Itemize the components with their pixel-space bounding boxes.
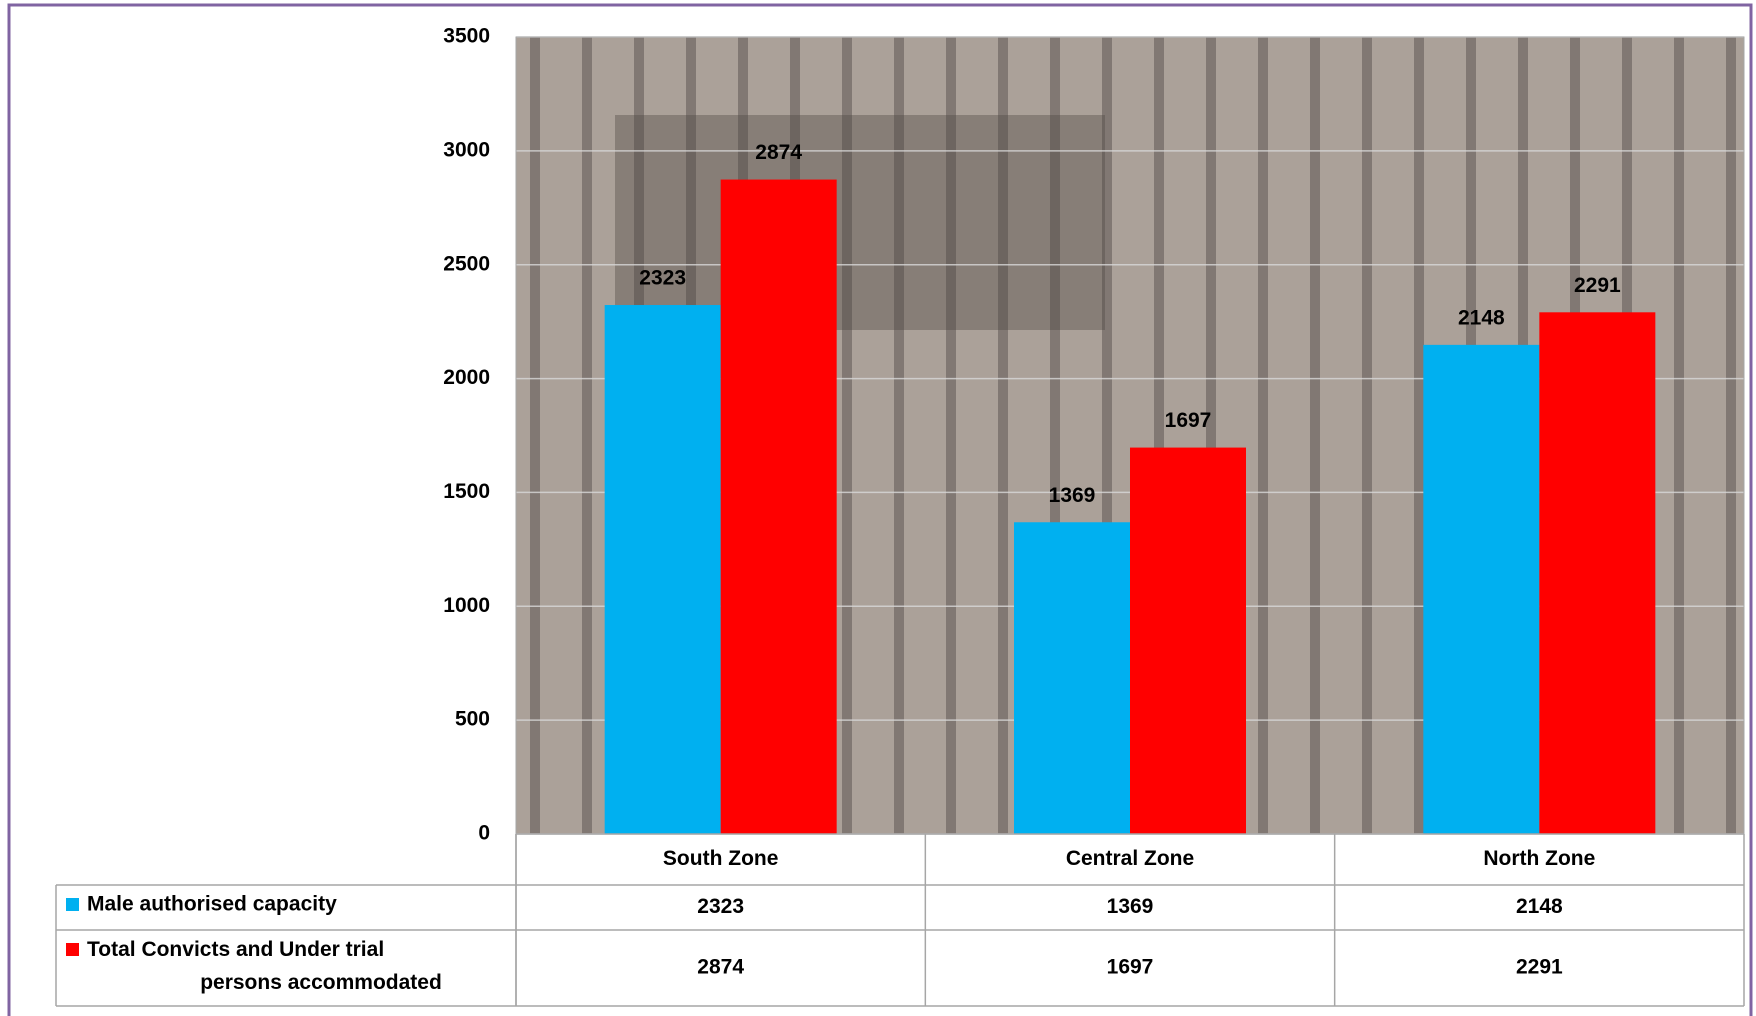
y-tick-label: 0 (478, 822, 490, 845)
photo-bar (842, 37, 852, 834)
photo-bar (1674, 37, 1684, 834)
table-value: 2874 (697, 956, 744, 979)
legend-line: persons accommodated (200, 971, 442, 994)
photo-bar (1206, 37, 1216, 834)
y-tick-label: 3000 (443, 138, 490, 161)
x-tick-label: South Zone (663, 847, 778, 870)
photo-bar (1310, 37, 1320, 834)
table-value: 2148 (1516, 895, 1563, 918)
photo-bar (1050, 37, 1060, 834)
photo-bar (1154, 37, 1164, 834)
photo-bar (998, 37, 1008, 834)
photo-bar (582, 37, 592, 834)
bar (1014, 522, 1130, 834)
bar (1130, 447, 1246, 834)
bar (1423, 344, 1540, 834)
y-tick-label: 1500 (443, 480, 490, 503)
legend-swatch (66, 943, 79, 956)
y-tick-label: 1000 (443, 594, 490, 617)
data-label: 2874 (755, 141, 802, 164)
data-label: 2323 (639, 267, 686, 290)
table-value: 1369 (1107, 895, 1154, 918)
data-label: 1369 (1049, 484, 1096, 507)
legend-label: Total Convicts and Under trial persons ac… (87, 938, 442, 994)
x-tick-label: Central Zone (1066, 847, 1194, 870)
photo-bar (530, 37, 540, 834)
photo-bar (1102, 37, 1112, 834)
data-label: 2148 (1458, 306, 1505, 329)
legend-swatch (66, 898, 79, 911)
photo-bar (1258, 37, 1268, 834)
data-label: 2291 (1574, 274, 1621, 297)
frame (7, 3, 1753, 1016)
photo-bar (894, 37, 904, 834)
photo-bar (946, 37, 956, 834)
y-tick-label: 2500 (443, 252, 490, 275)
photo-bar (1414, 37, 1424, 834)
y-tick-label: 3500 (443, 25, 490, 48)
y-tick-label: 500 (455, 708, 490, 731)
legend-line: Total Convicts and Under trial (87, 938, 384, 961)
x-tick-label: North Zone (1483, 847, 1595, 870)
photo-bar (1726, 37, 1736, 834)
table-value: 1697 (1107, 956, 1154, 979)
bar (604, 305, 721, 834)
photo-bar (1362, 37, 1372, 834)
data-label: 1697 (1165, 409, 1212, 432)
legend-label: Male authorised capacity (87, 893, 337, 916)
bar (1539, 312, 1656, 834)
bar (720, 179, 837, 835)
y-tick-label: 2000 (443, 366, 490, 389)
table-value: 2323 (697, 895, 744, 918)
table-value: 2291 (1516, 956, 1563, 979)
